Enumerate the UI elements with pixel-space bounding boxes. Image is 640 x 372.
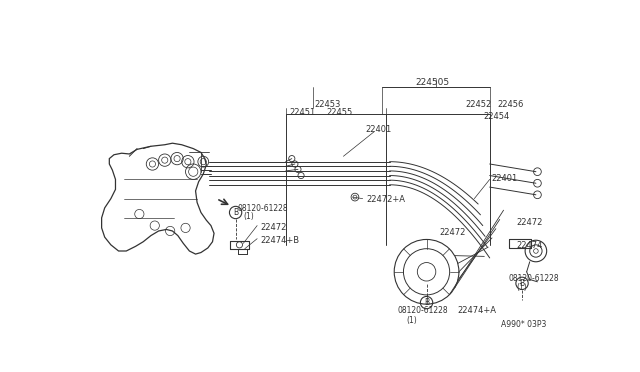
Text: 08120-61228: 08120-61228: [509, 274, 559, 283]
Text: 22472: 22472: [440, 228, 466, 237]
Text: B: B: [233, 208, 238, 217]
Text: 22454: 22454: [484, 112, 510, 121]
Text: 22472+A: 22472+A: [367, 195, 406, 204]
Text: 08120-61228: 08120-61228: [237, 204, 288, 213]
Text: 22474+A: 22474+A: [458, 307, 497, 315]
Text: 22451: 22451: [289, 108, 316, 117]
Text: 22455: 22455: [326, 108, 353, 117]
Text: 22474+B: 22474+B: [260, 235, 300, 245]
Text: B: B: [424, 298, 429, 307]
Text: 22472: 22472: [516, 218, 543, 227]
Text: A990* 03P3: A990* 03P3: [501, 320, 547, 329]
Text: 22456: 22456: [497, 100, 524, 109]
Text: 08120-61228: 08120-61228: [397, 307, 448, 315]
Text: 224505: 224505: [415, 78, 449, 87]
Text: (1): (1): [243, 212, 254, 221]
Text: 22401: 22401: [365, 125, 391, 135]
Text: 22401: 22401: [492, 174, 518, 183]
Text: (1): (1): [406, 316, 417, 325]
Text: 22453: 22453: [314, 100, 340, 109]
Text: B: B: [520, 279, 525, 288]
Text: 22452: 22452: [465, 100, 492, 109]
Text: 22472: 22472: [260, 223, 287, 232]
Text: 22474: 22474: [516, 241, 543, 250]
Text: (1): (1): [516, 283, 527, 292]
